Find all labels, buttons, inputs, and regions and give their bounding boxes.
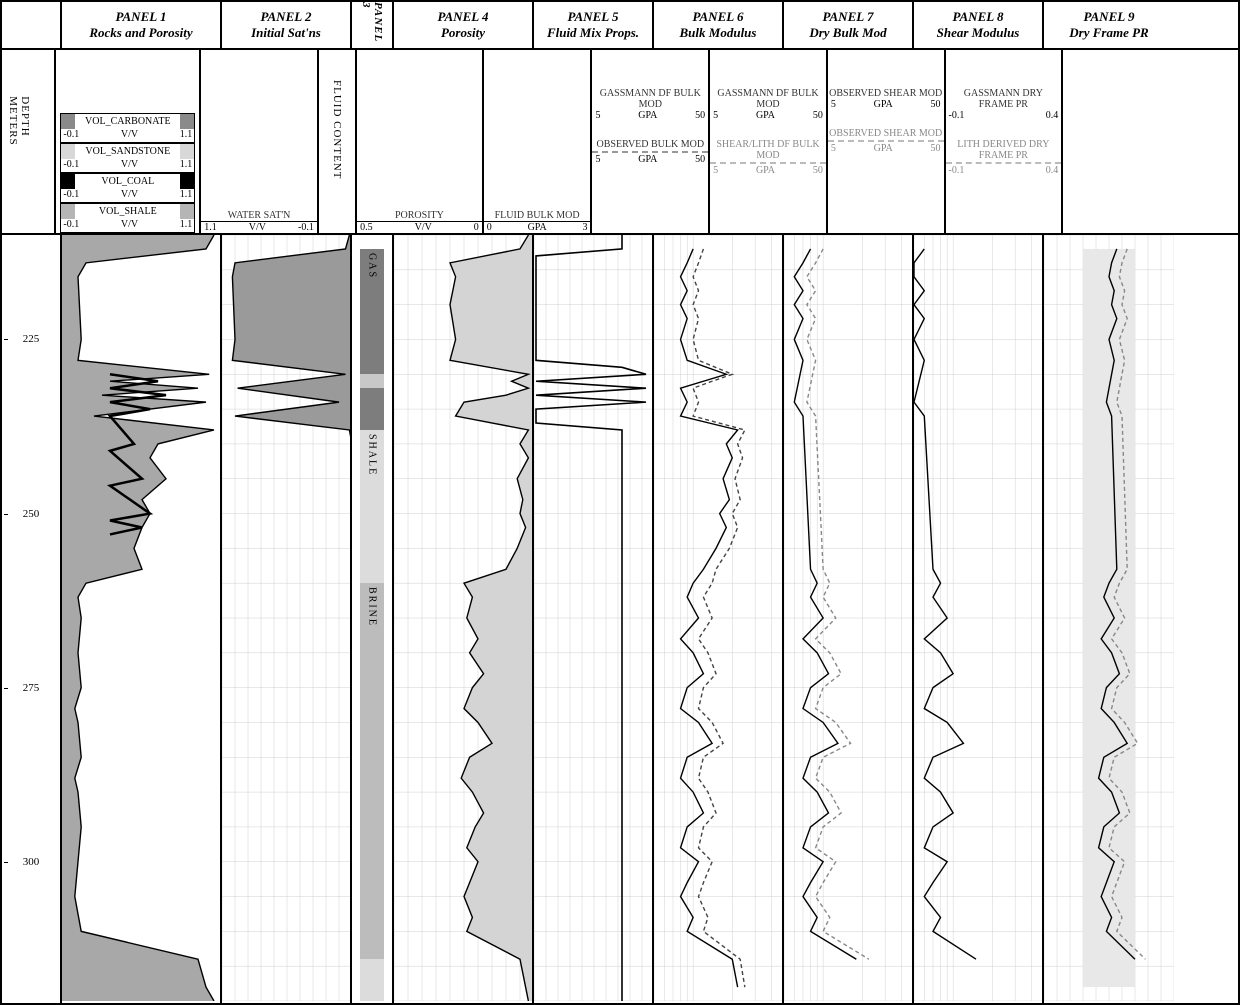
fluid-zone xyxy=(360,583,384,959)
panel8-num: PANEL 8 xyxy=(953,9,1004,25)
depth-tick: 250 xyxy=(2,508,60,520)
well-log-display: PANEL 1Rocks and Porosity PANEL 2Initial… xyxy=(0,0,1240,1005)
depth-axis-label: DEPTH METERS xyxy=(7,96,31,188)
zone-label: BRINE xyxy=(367,587,378,627)
fluid-zone xyxy=(360,959,384,1001)
panel2-title: Initial Sat'ns xyxy=(251,25,321,41)
panel3-num: PANEL 3 xyxy=(360,2,384,48)
depth-tick: 300 xyxy=(2,856,60,868)
curve-label: FLUID BULK MOD xyxy=(484,210,591,221)
legend-row: DEPTH METERS VOL_CARBONATE-0.1V/V1.1VOL_… xyxy=(2,50,1238,235)
curve-label: WATER SAT'N xyxy=(201,210,317,221)
curve-label: LITH DERIVED DRY FRAME PR xyxy=(946,139,1062,161)
curve-label: GASSMANN DF BULK MOD xyxy=(710,88,826,110)
curve-label: OBSERVED SHEAR MOD xyxy=(828,128,944,139)
panel9-num: PANEL 9 xyxy=(1084,9,1135,25)
fluid-zone xyxy=(360,374,384,388)
fluid-zone xyxy=(360,388,384,430)
zone-label: GAS xyxy=(367,253,378,279)
track-area: 225 250 275 300 GAS SHALE BRINE xyxy=(2,235,1238,1003)
panel7-title: Dry Bulk Mod xyxy=(809,25,886,41)
curve-label: GASSMANN DF BULK MOD xyxy=(592,88,708,110)
depth-tick: 225 xyxy=(2,333,60,345)
zone-label: SHALE xyxy=(367,434,378,476)
curve-label: GASSMANN DRY FRAME PR xyxy=(946,88,1062,110)
lith-legend-row: VOL_CARBONATE xyxy=(60,113,195,129)
panel8-title: Shear Modulus xyxy=(937,25,1020,41)
panel5-title: Fluid Mix Props. xyxy=(547,25,639,41)
lith-legend-row: VOL_SANDSTONE xyxy=(60,143,195,159)
panel6-title: Bulk Modulus xyxy=(680,25,757,41)
lith-legend-row: VOL_SHALE xyxy=(60,203,195,219)
panel-header-row: PANEL 1Rocks and Porosity PANEL 2Initial… xyxy=(2,2,1238,50)
curve-label: POROSITY xyxy=(357,210,482,221)
panel4-title: Porosity xyxy=(441,25,485,41)
depth-tick: 275 xyxy=(2,682,60,694)
panel2-num: PANEL 2 xyxy=(261,9,312,25)
curve-label: SHEAR/LITH DF BULK MOD xyxy=(710,139,826,161)
panel4-num: PANEL 4 xyxy=(438,9,489,25)
panel7-num: PANEL 7 xyxy=(823,9,874,25)
panel9-title: Dry Frame PR xyxy=(1069,25,1148,41)
curve-label: OBSERVED BULK MOD xyxy=(592,139,708,150)
panel3-title: FLUID CONTENT xyxy=(331,80,343,179)
panel5-num: PANEL 5 xyxy=(568,9,619,25)
panel1-title: Rocks and Porosity xyxy=(89,25,192,41)
panel6-num: PANEL 6 xyxy=(693,9,744,25)
curve-label: OBSERVED SHEAR MOD xyxy=(828,88,944,99)
lith-legend-row: VOL_COAL xyxy=(60,173,195,189)
panel1-num: PANEL 1 xyxy=(116,9,167,25)
